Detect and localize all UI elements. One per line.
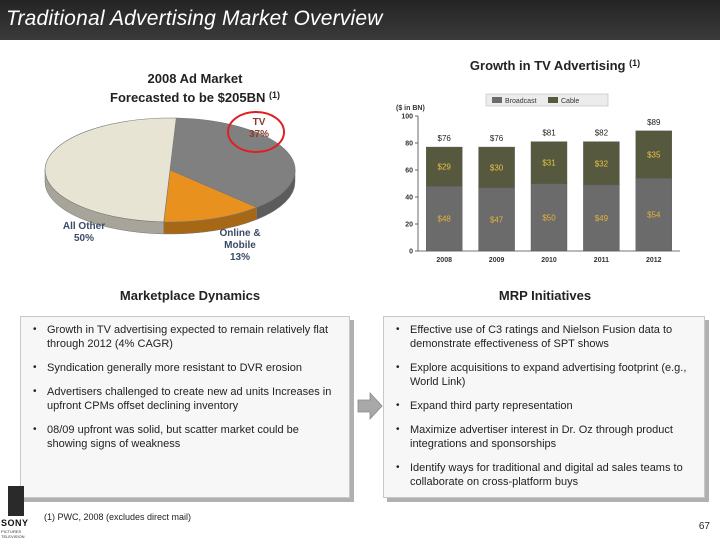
page-number: 67: [698, 521, 710, 532]
pie-slice-all-other: [44, 117, 177, 223]
pie-slices: [44, 117, 296, 235]
x-tick-label: 2011: [594, 257, 609, 264]
marketplace-item: Syndication generally more resistant to …: [31, 361, 341, 375]
sony-logo: SONY PICTURES TELEVISION: [0, 486, 34, 540]
pie-label-tv: TV 37%: [241, 117, 277, 141]
bar-total-label: $82: [595, 129, 609, 138]
bar-value-label: $32: [595, 159, 609, 168]
mrp-item: Maximize advertiser interest in Dr. Oz t…: [394, 423, 696, 451]
pie-title-line2: Forecasted to be $205BN (1): [110, 90, 280, 105]
pie-label-tv-name: TV: [252, 117, 266, 128]
pie-label-other-name: All Other: [62, 221, 106, 232]
pie-label-online-pct: 13%: [229, 252, 250, 263]
pie-label-other: All Other 50%: [52, 221, 116, 245]
pie-label-online-name2: Mobile: [224, 240, 256, 251]
bar-footnote-ref: (1): [629, 58, 641, 68]
y-tick-label: 80: [405, 141, 413, 148]
bar-total-label: $76: [490, 134, 504, 143]
pie-title-line1: 2008 Ad Market: [147, 71, 243, 86]
slide-title: Traditional Advertising Market Overview: [6, 7, 383, 30]
x-tick-label: 2010: [541, 257, 557, 264]
logo-sub: PICTURES TELEVISION: [1, 529, 25, 539]
pie-slice-tv: [169, 117, 296, 208]
legend: Broadcast Cable: [485, 93, 609, 107]
bar-value-label: $49: [595, 214, 609, 223]
legend-box: [485, 93, 609, 107]
legend-label-broadcast: Broadcast: [505, 98, 537, 105]
bar-value-label: $54: [647, 211, 661, 220]
legend-label-cable: Cable: [561, 98, 579, 105]
legend-swatch-broadcast: [492, 97, 502, 103]
bar-cable-2009: [478, 146, 515, 188]
bar-value-label: $50: [542, 213, 556, 222]
pie-label-tv-pct: 37%: [248, 129, 269, 140]
pie-label-online-name1: Online &: [219, 228, 261, 239]
bar-value-label: $47: [490, 215, 504, 224]
mrp-panel: Effective use of C3 ratings and Nielson …: [383, 316, 705, 498]
bar-cable-2011: [583, 141, 620, 186]
bar-broadcast-2012: [635, 177, 673, 252]
mrp-list: Effective use of C3 ratings and Nielson …: [384, 317, 704, 489]
mrp-title: MRP Initiatives: [498, 288, 592, 303]
y-tick-label: 20: [405, 222, 413, 229]
pie-footnote-ref: (1): [268, 90, 280, 100]
bar-value-label: $29: [438, 163, 452, 172]
x-tick-label: 2008: [436, 257, 452, 264]
arrow-right-icon: [357, 392, 383, 420]
legend-swatch-cable: [548, 97, 558, 103]
mrp-item: Effective use of C3 ratings and Nielson …: [394, 323, 696, 351]
footnote: (1) PWC, 2008 (excludes direct mail): [44, 512, 192, 522]
bar-broadcast-2009: [478, 187, 515, 252]
marketplace-title: Marketplace Dynamics: [119, 288, 261, 303]
bar-cable-2010: [530, 141, 568, 184]
bar-total-label: $81: [542, 129, 556, 138]
x-tick-label: 2012: [646, 257, 662, 264]
mrp-item: Expand third party representation: [394, 399, 696, 413]
pie-label-online: Online & Mobile 13%: [205, 228, 275, 264]
bar-broadcast-2011: [583, 184, 620, 252]
pie-label-other-pct: 50%: [73, 233, 94, 244]
marketplace-item: 08/09 upfront was solid, but scatter mar…: [31, 423, 341, 451]
bar-total-label: $89: [647, 118, 661, 127]
unit-label: ($ in BN): [396, 105, 425, 112]
logo-brand: SONY: [1, 518, 29, 528]
tv-highlight-circle: [227, 111, 285, 153]
pie-slice-online-mobile: [163, 169, 258, 223]
bar-chart: ($ in BN) Broadcast Cable 0 20 40 60 80 100 $4…: [396, 93, 680, 264]
mrp-item: Identify ways for traditional and digita…: [394, 461, 696, 489]
x-tick-label: 2009: [489, 257, 505, 264]
bar-value-label: $30: [490, 163, 504, 172]
bar-plot: 0 20 40 60 80 100 $48 $29 $76 2008 $47 $30 $76 2009 $5…: [401, 114, 680, 264]
bar-cable-2008: [426, 146, 463, 187]
bar-chart-title: Growth in TV Advertising (1): [469, 58, 641, 73]
bar-value-label: $31: [542, 159, 556, 168]
logo-film-strip: [8, 486, 24, 516]
y-tick-label: 40: [405, 195, 413, 202]
bar-cable-2012: [635, 130, 673, 179]
bar-total-label: $76: [438, 134, 452, 143]
bar-value-label: $35: [647, 150, 661, 159]
y-tick-label: 100: [401, 114, 413, 121]
marketplace-list: Growth in TV advertising expected to rem…: [21, 317, 349, 451]
bar-broadcast-2010: [530, 183, 568, 252]
pie-chart-title: 2008 Ad Market Forecasted to be $205BN (…: [60, 70, 330, 106]
y-tick-label: 60: [405, 168, 413, 175]
bar-value-label: $48: [438, 215, 452, 224]
bar-broadcast-2008: [426, 185, 463, 252]
mrp-item: Explore acquisitions to expand advertisi…: [394, 361, 696, 389]
marketplace-item: Growth in TV advertising expected to rem…: [31, 323, 341, 351]
pie-chart: [44, 111, 296, 235]
marketplace-item: Advertisers challenged to create new ad …: [31, 385, 341, 413]
marketplace-panel: Growth in TV advertising expected to rem…: [20, 316, 350, 498]
y-tick-label: 0: [409, 249, 413, 256]
title-bar: Traditional Advertising Market Overview: [0, 0, 720, 40]
